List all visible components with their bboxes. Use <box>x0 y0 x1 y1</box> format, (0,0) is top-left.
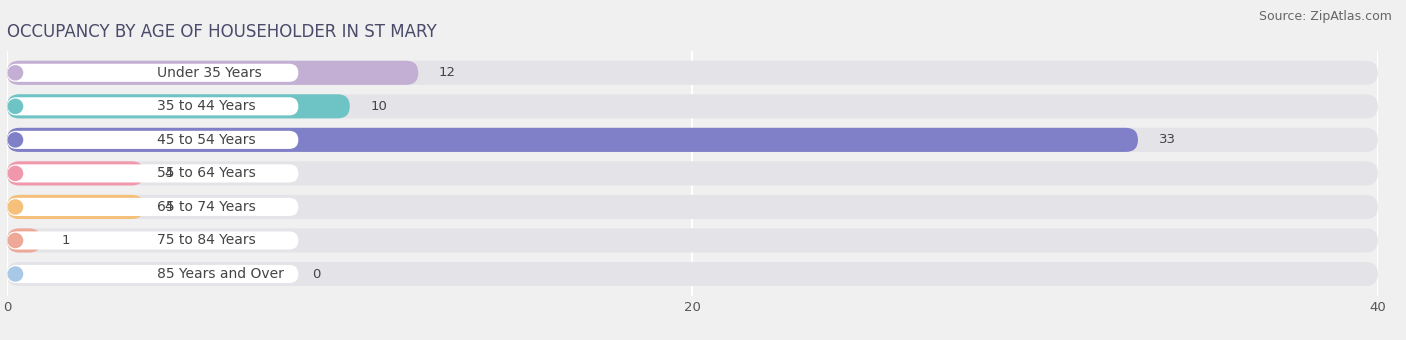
Text: Source: ZipAtlas.com: Source: ZipAtlas.com <box>1258 10 1392 23</box>
FancyBboxPatch shape <box>7 198 298 216</box>
Text: 75 to 84 Years: 75 to 84 Years <box>157 234 256 248</box>
FancyBboxPatch shape <box>7 61 1378 85</box>
FancyBboxPatch shape <box>7 228 41 253</box>
Text: 65 to 74 Years: 65 to 74 Years <box>157 200 256 214</box>
Circle shape <box>8 233 22 248</box>
FancyBboxPatch shape <box>7 265 298 283</box>
FancyBboxPatch shape <box>7 195 145 219</box>
FancyBboxPatch shape <box>7 128 1137 152</box>
FancyBboxPatch shape <box>7 262 1378 286</box>
FancyBboxPatch shape <box>7 94 1378 118</box>
FancyBboxPatch shape <box>7 131 298 149</box>
Text: 33: 33 <box>1159 133 1175 146</box>
Text: OCCUPANCY BY AGE OF HOUSEHOLDER IN ST MARY: OCCUPANCY BY AGE OF HOUSEHOLDER IN ST MA… <box>7 23 437 41</box>
FancyBboxPatch shape <box>7 94 350 118</box>
Circle shape <box>8 66 22 80</box>
FancyBboxPatch shape <box>7 232 298 250</box>
Text: 0: 0 <box>312 268 321 280</box>
Circle shape <box>8 99 22 114</box>
FancyBboxPatch shape <box>7 61 419 85</box>
FancyBboxPatch shape <box>7 161 145 186</box>
Text: 12: 12 <box>439 66 456 79</box>
Text: 10: 10 <box>370 100 387 113</box>
FancyBboxPatch shape <box>7 128 1378 152</box>
Text: 4: 4 <box>165 201 173 214</box>
FancyBboxPatch shape <box>7 161 1378 186</box>
Text: 85 Years and Over: 85 Years and Over <box>157 267 284 281</box>
FancyBboxPatch shape <box>7 195 1378 219</box>
Text: Under 35 Years: Under 35 Years <box>157 66 262 80</box>
Text: 4: 4 <box>165 167 173 180</box>
Text: 35 to 44 Years: 35 to 44 Years <box>157 99 256 113</box>
FancyBboxPatch shape <box>7 228 1378 253</box>
Circle shape <box>8 133 22 147</box>
Circle shape <box>8 166 22 181</box>
Circle shape <box>8 200 22 214</box>
Text: 55 to 64 Years: 55 to 64 Years <box>157 166 256 181</box>
FancyBboxPatch shape <box>7 64 298 82</box>
Circle shape <box>8 267 22 281</box>
FancyBboxPatch shape <box>7 97 298 115</box>
Text: 1: 1 <box>62 234 70 247</box>
FancyBboxPatch shape <box>7 164 298 183</box>
Text: 45 to 54 Years: 45 to 54 Years <box>157 133 256 147</box>
